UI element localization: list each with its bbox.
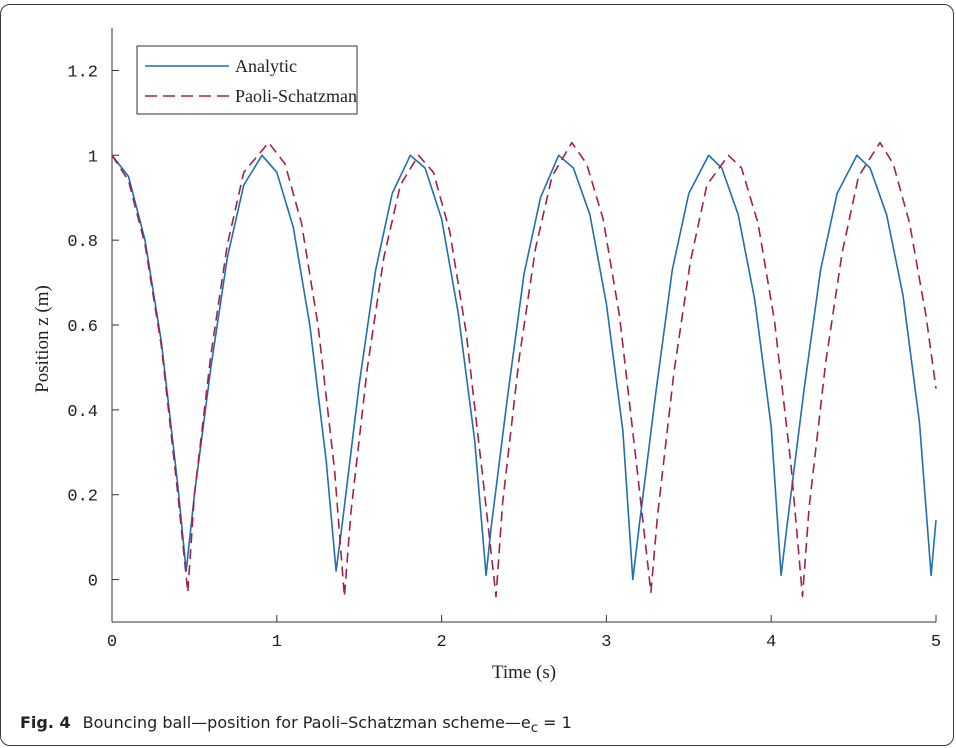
y-tick-label: 0.2 — [67, 488, 98, 507]
legend: Analytic Paoli-Schatzman — [136, 45, 358, 115]
position-chart: 0 1 2 3 4 5 0 0.2 0.4 0.6 0.8 1 1.2 Time (s) Position … — [32, 28, 941, 683]
caption-subscript: c — [530, 721, 539, 737]
y-tick-label: 0 — [88, 573, 98, 592]
legend-box — [136, 45, 358, 115]
y-tick-label: 0.8 — [67, 233, 98, 252]
caption-label: Fig. 4 — [20, 713, 71, 732]
axes: 0 1 2 3 4 5 0 0.2 0.4 0.6 0.8 1 1.2 Time (s) Position … — [32, 28, 941, 683]
x-tick-label: 1 — [272, 633, 282, 652]
series-line-analytic — [111, 154, 937, 581]
x-axis-label: Time (s) — [492, 662, 556, 683]
y-tick-label: 0.6 — [67, 318, 98, 337]
series-layer — [111, 141, 937, 598]
figure-frame — [0, 4, 954, 746]
caption-tail: = 1 — [538, 713, 572, 732]
x-tick-label: 3 — [601, 633, 611, 652]
y-tick-label: 0.4 — [67, 403, 98, 422]
caption-text: Bouncing ball—position for Paoli–Schatzm… — [82, 713, 531, 732]
legend-entry: Analytic — [235, 56, 297, 76]
x-tick-label: 5 — [931, 633, 941, 652]
x-tick-label: 2 — [436, 633, 446, 652]
y-tick-label: 1.2 — [67, 63, 98, 82]
y-axis-label: Position z (m) — [32, 285, 53, 393]
x-tick-label: 0 — [107, 633, 117, 652]
figure-caption: Fig. 4 Bouncing ball—position for Paoli–S… — [20, 713, 572, 736]
series-line-paoli-schatzman — [111, 141, 937, 598]
y-tick-label: 1 — [88, 148, 98, 167]
x-tick-label: 4 — [766, 633, 776, 652]
legend-entry: Paoli-Schatzman — [235, 86, 357, 106]
